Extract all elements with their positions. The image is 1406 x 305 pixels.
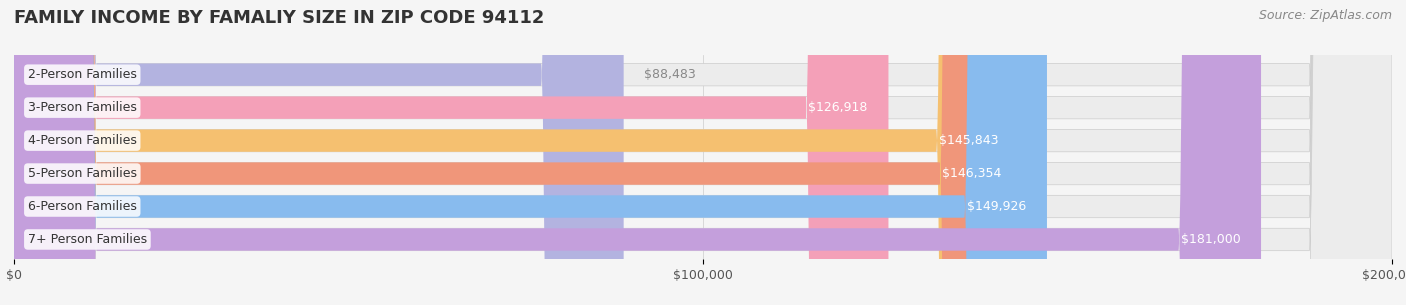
FancyBboxPatch shape <box>14 0 1392 305</box>
Text: $145,843: $145,843 <box>939 134 998 147</box>
Text: FAMILY INCOME BY FAMALIY SIZE IN ZIP CODE 94112: FAMILY INCOME BY FAMALIY SIZE IN ZIP COD… <box>14 9 544 27</box>
FancyBboxPatch shape <box>14 0 889 305</box>
Text: 4-Person Families: 4-Person Families <box>28 134 136 147</box>
Text: 5-Person Families: 5-Person Families <box>28 167 136 180</box>
Text: 7+ Person Families: 7+ Person Families <box>28 233 148 246</box>
Text: $88,483: $88,483 <box>644 68 696 81</box>
FancyBboxPatch shape <box>14 0 1392 305</box>
FancyBboxPatch shape <box>14 0 624 305</box>
FancyBboxPatch shape <box>14 0 1392 305</box>
FancyBboxPatch shape <box>14 0 1392 305</box>
FancyBboxPatch shape <box>14 0 1022 305</box>
Text: $126,918: $126,918 <box>808 101 868 114</box>
Text: 2-Person Families: 2-Person Families <box>28 68 136 81</box>
FancyBboxPatch shape <box>14 0 1019 305</box>
FancyBboxPatch shape <box>14 0 1047 305</box>
FancyBboxPatch shape <box>14 0 1392 305</box>
FancyBboxPatch shape <box>14 0 1392 305</box>
Text: $146,354: $146,354 <box>942 167 1001 180</box>
Text: $149,926: $149,926 <box>967 200 1026 213</box>
Text: Source: ZipAtlas.com: Source: ZipAtlas.com <box>1258 9 1392 22</box>
Text: $181,000: $181,000 <box>1181 233 1240 246</box>
Text: 6-Person Families: 6-Person Families <box>28 200 136 213</box>
FancyBboxPatch shape <box>14 0 1261 305</box>
Text: 3-Person Families: 3-Person Families <box>28 101 136 114</box>
